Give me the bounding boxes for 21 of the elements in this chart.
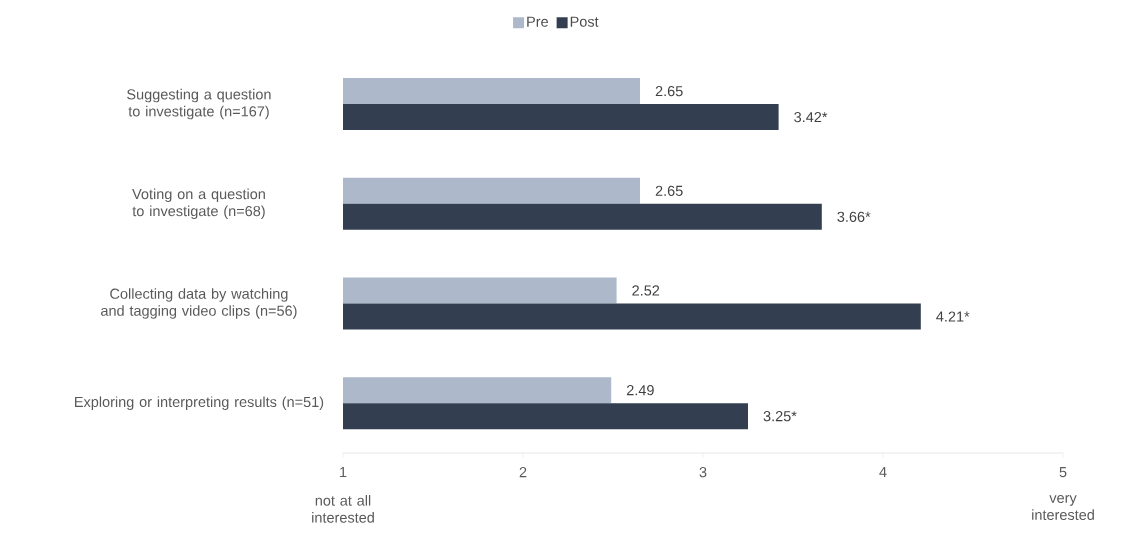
data-label: 2.49 — [626, 385, 654, 396]
legend-label: Post — [570, 16, 599, 27]
data-label: 2.65 — [655, 85, 683, 97]
y-tick-label: Voting on a question to investigate (n=68) — [132, 188, 265, 220]
data-label: 2.65 — [655, 185, 683, 196]
y-tick-label: Exploring or interpreting results (n=51) — [75, 396, 324, 410]
data-label: 3.66* — [837, 211, 871, 222]
data-label: 3.42* — [794, 111, 828, 123]
x-tick-label: 1 — [340, 467, 347, 478]
y-tick-label: Suggesting a question to investigate (n=167) — [127, 88, 271, 120]
x-tick-label: 5 — [1059, 467, 1067, 478]
x-tick-label: 2 — [519, 467, 527, 478]
data-label: 2.52 — [632, 285, 660, 296]
x-tick-label: 3 — [699, 467, 707, 478]
y-tick-label: Collecting data by watching and tagging video clips (n=56) — [101, 288, 297, 319]
data-label: 4.21* — [936, 311, 970, 322]
x-tick-label: 4 — [879, 467, 887, 478]
legend-label: Pre — [527, 16, 548, 27]
text: very interested — [1032, 495, 1094, 520]
data-label: 3.25* — [763, 411, 797, 422]
text: not at all interested — [312, 495, 374, 523]
